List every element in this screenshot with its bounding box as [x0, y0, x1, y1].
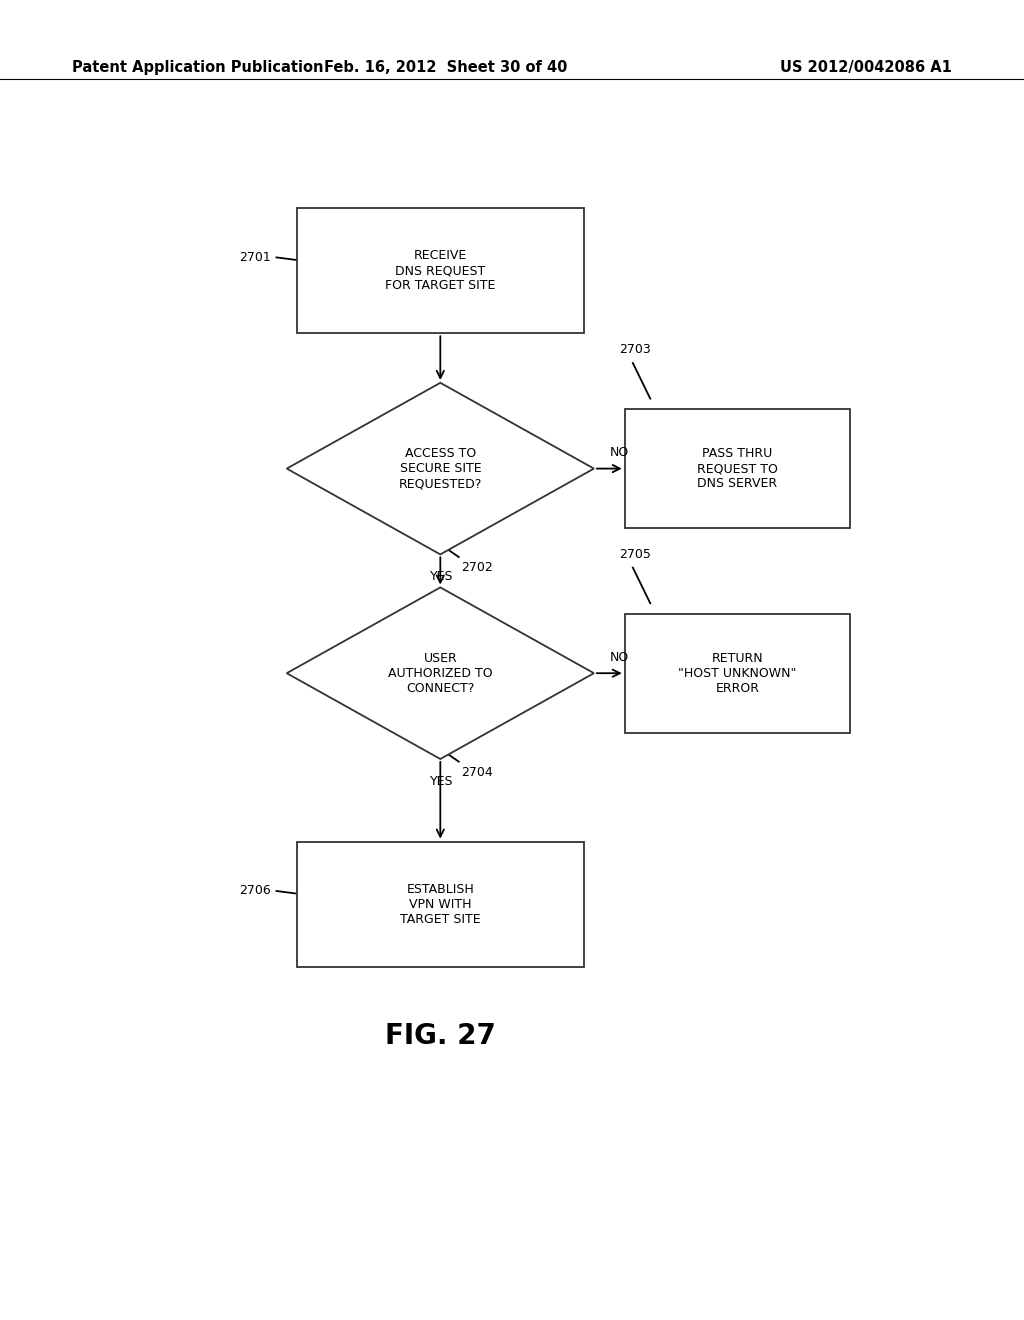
- Polygon shape: [287, 383, 594, 554]
- Text: FIG. 27: FIG. 27: [385, 1022, 496, 1051]
- FancyBboxPatch shape: [297, 207, 584, 333]
- Text: ACCESS TO
SECURE SITE
REQUESTED?: ACCESS TO SECURE SITE REQUESTED?: [398, 447, 482, 490]
- Text: PASS THRU
REQUEST TO
DNS SERVER: PASS THRU REQUEST TO DNS SERVER: [697, 447, 777, 490]
- FancyBboxPatch shape: [625, 409, 850, 528]
- Text: YES: YES: [430, 775, 454, 788]
- Text: YES: YES: [430, 570, 454, 583]
- Text: RETURN
"HOST UNKNOWN"
ERROR: RETURN "HOST UNKNOWN" ERROR: [678, 652, 797, 694]
- Text: 2701: 2701: [240, 251, 271, 264]
- FancyBboxPatch shape: [625, 614, 850, 733]
- Text: US 2012/0042086 A1: US 2012/0042086 A1: [780, 61, 952, 75]
- Text: RECEIVE
DNS REQUEST
FOR TARGET SITE: RECEIVE DNS REQUEST FOR TARGET SITE: [385, 249, 496, 292]
- Text: 2704: 2704: [461, 766, 493, 779]
- Polygon shape: [287, 587, 594, 759]
- Text: 2703: 2703: [620, 343, 651, 356]
- Text: 2705: 2705: [620, 548, 651, 561]
- Text: USER
AUTHORIZED TO
CONNECT?: USER AUTHORIZED TO CONNECT?: [388, 652, 493, 694]
- Text: Patent Application Publication: Patent Application Publication: [72, 61, 324, 75]
- Text: 2706: 2706: [240, 884, 271, 898]
- Text: 2702: 2702: [461, 561, 493, 574]
- Text: ESTABLISH
VPN WITH
TARGET SITE: ESTABLISH VPN WITH TARGET SITE: [400, 883, 480, 925]
- Text: NO: NO: [609, 446, 629, 459]
- Text: NO: NO: [609, 651, 629, 664]
- Text: Feb. 16, 2012  Sheet 30 of 40: Feb. 16, 2012 Sheet 30 of 40: [324, 61, 567, 75]
- FancyBboxPatch shape: [297, 842, 584, 966]
